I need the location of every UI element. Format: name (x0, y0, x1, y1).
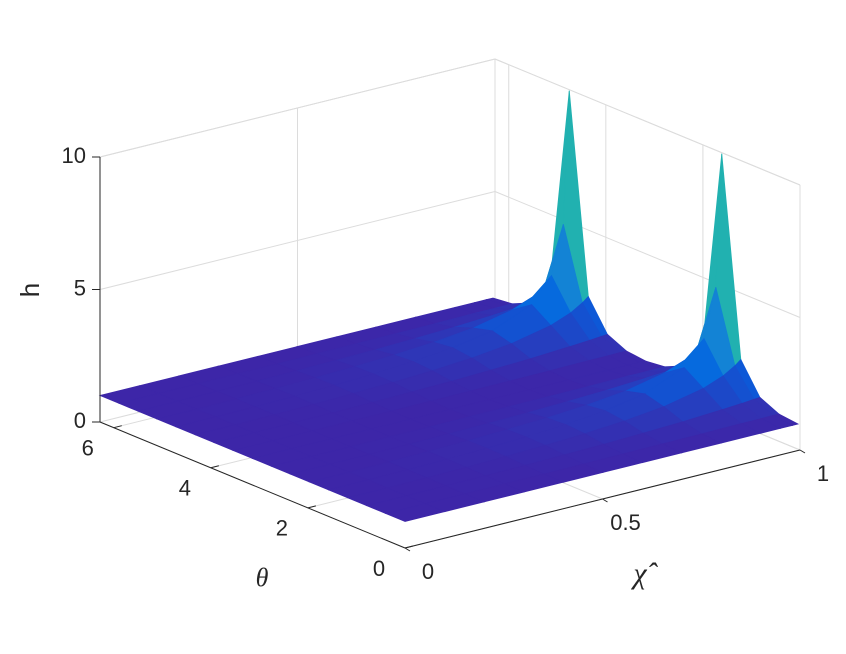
y-tick (404, 545, 414, 549)
box-edge (494, 58, 801, 186)
z-grid-line (494, 191, 801, 318)
surface-patch (384, 503, 446, 522)
z-axis-label: h (15, 283, 45, 297)
y-tick-label: 6 (82, 435, 94, 460)
x-tick (799, 449, 806, 454)
y-axis-label: θ (256, 563, 269, 592)
x-tick (602, 498, 608, 503)
y-tick (307, 505, 317, 509)
z-tick-label: 5 (74, 275, 86, 300)
z-grid-line (99, 191, 496, 290)
x-tick-label: 0.5 (610, 510, 641, 535)
x-tick-label: 1 (817, 461, 829, 486)
surface (98, 90, 800, 522)
y-tick-label: 2 (276, 516, 288, 541)
y-tick-label: 4 (179, 476, 191, 501)
z-tick-label: 10 (62, 143, 86, 168)
y-tick-label: 0 (373, 556, 385, 581)
x-tick-label: 0 (422, 559, 434, 584)
y-tick (113, 425, 122, 429)
x-axis-label: χ̂ (630, 557, 658, 590)
y-axis (99, 421, 406, 549)
y-tick (210, 465, 219, 469)
z-tick-label: 0 (74, 408, 86, 433)
x-tick (404, 547, 411, 552)
box-edge (99, 58, 496, 158)
